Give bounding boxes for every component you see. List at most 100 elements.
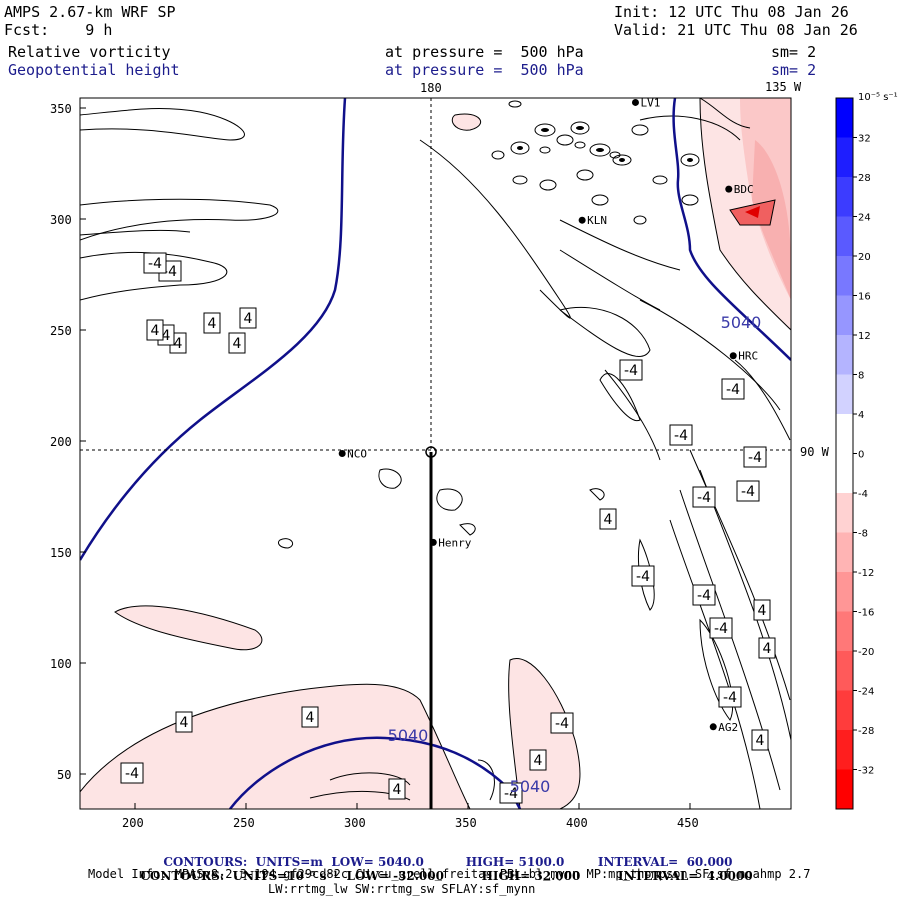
svg-text:4: 4 — [208, 316, 217, 332]
colorbar-segment — [836, 730, 853, 770]
station-label-kln: KLN — [587, 214, 607, 227]
colorbar-segment — [836, 414, 853, 454]
forecast-hour: Fcst: 9 h — [4, 21, 113, 39]
svg-text:-4: -4 — [555, 716, 569, 732]
svg-text:4: 4 — [174, 336, 183, 352]
colorbar-label: 24 — [858, 213, 871, 224]
colorbar-label: -16 — [858, 608, 874, 619]
colorbar-segment — [836, 137, 853, 178]
negative-vorticity-area — [80, 683, 471, 809]
svg-text:-4: -4 — [741, 484, 755, 500]
vorticity-contour-label: -4 — [669, 424, 693, 446]
contours-vorticity-info: CONTOURS: UNITS=10⁻⁵ s⁻¹ LOW= -32.000 HI… — [140, 869, 753, 883]
colorbar-segment — [836, 256, 853, 296]
colorbar-segment — [836, 493, 853, 533]
svg-text:-4: -4 — [504, 786, 518, 802]
colorbar-segment — [836, 335, 853, 375]
field2-name: Geopotential height — [8, 61, 180, 79]
plot-frame — [79, 97, 792, 810]
colorbar-segment — [836, 690, 853, 731]
svg-text:4: 4 — [180, 715, 189, 731]
model-info: Model Info: MPASv8.2.3-194-gf29cd82c CU:… — [88, 867, 811, 881]
station-label-henry: Henry — [438, 536, 471, 549]
y-tick-label: 200 — [50, 435, 72, 449]
vorticity-contour-label: -4 — [743, 446, 767, 468]
height-contour-label: 5040 — [510, 777, 551, 796]
svg-text:4: 4 — [763, 641, 772, 657]
colorbar-unit: 10⁻⁵ s⁻¹ — [858, 92, 898, 103]
colorbar-label: 8 — [858, 371, 864, 382]
colorbar-label: -8 — [858, 529, 868, 540]
init-time: Init: 12 UTC Thu 08 Jan 26 — [614, 3, 849, 21]
axis-ticks — [80, 107, 691, 809]
vorticity-contour-label: 4 — [751, 729, 769, 751]
colorbar-segment — [836, 98, 853, 138]
lon-90w-label: 90 W — [800, 445, 829, 459]
svg-text:4: 4 — [306, 710, 315, 726]
colorbar-label: 32 — [858, 134, 871, 145]
vorticity-contour-label: -4 — [143, 252, 167, 274]
contours-height-info: CONTOURS: UNITS=m LOW= 5040.0 HIGH= 5100… — [163, 855, 733, 869]
vorticity-contour-label: 4 — [529, 749, 547, 771]
vorticity-contour-label: 4 — [228, 332, 246, 354]
svg-text:4: 4 — [758, 603, 767, 619]
vorticity-contour-label: 4 — [388, 778, 406, 800]
height-contour-label: 5040 — [721, 313, 762, 332]
vorticity-contour-label: 4 — [753, 599, 771, 621]
colorbar-label: 0 — [858, 450, 864, 461]
vorticity-contour-label: -4 — [158, 260, 182, 282]
lon-135w-label: 135 W — [765, 80, 802, 94]
colorbar-label: -12 — [858, 568, 874, 579]
svg-text:4: 4 — [162, 328, 171, 344]
vorticity-contour-label: -4 — [709, 617, 733, 639]
x-tick-label: 450 — [677, 816, 699, 830]
y-tick-label: 250 — [50, 324, 72, 338]
vorticity-contour-label: -4 — [550, 712, 574, 734]
y-tick-label: 350 — [50, 102, 72, 116]
station-label-hrc: HRC — [738, 350, 758, 363]
colorbar-segment — [836, 374, 853, 415]
lon-180-label: 180 — [420, 81, 442, 95]
vorticity-contour-label: 4 — [758, 637, 776, 659]
vorticity-contour-label: -4 — [120, 762, 144, 784]
colorbar-segment — [836, 651, 853, 691]
colorbar-label: -32 — [858, 766, 874, 777]
station-label-lv1: LV1 — [640, 96, 660, 109]
colorbar-segment — [836, 453, 853, 494]
geopotential-height-contours — [80, 98, 791, 809]
vorticity-contour-label: -4 — [692, 584, 716, 606]
svg-text:-4: -4 — [726, 382, 740, 398]
valid-time: Valid: 21 UTC Thu 08 Jan 26 — [614, 21, 858, 39]
station-marker-hrc — [729, 352, 737, 360]
svg-text:-4: -4 — [723, 690, 737, 706]
vorticity-contour-label: -4 — [619, 359, 643, 381]
station-marker-henry — [429, 538, 437, 546]
field1-name: Relative vorticity — [8, 43, 171, 61]
vorticity-contour-label: 4 — [599, 508, 617, 530]
colorbar-label: -20 — [858, 647, 874, 658]
x-tick-label: 400 — [566, 816, 588, 830]
y-tick-label: 50 — [57, 768, 72, 782]
svg-text:-4: -4 — [674, 428, 688, 444]
colorbar-segment — [836, 611, 853, 652]
y-tick-label: 300 — [50, 213, 72, 227]
colorbar: 32 28 24 20 16 12 8 4 0 -4 -8 -12 -16 -20 -24 -28 -32 — [835, 97, 874, 810]
svg-text:-4: -4 — [624, 363, 638, 379]
model-title: AMPS 2.67-km WRF SP — [4, 3, 176, 21]
station-marker-bdc — [725, 185, 733, 193]
svg-text:4: 4 — [233, 336, 242, 352]
svg-text:4: 4 — [244, 311, 253, 327]
shaded-field — [80, 98, 791, 809]
colorbar-segment — [836, 216, 853, 257]
svg-text:-4: -4 — [163, 264, 177, 280]
vorticity-contour-label: 4 — [175, 711, 193, 733]
svg-text:-4: -4 — [748, 450, 762, 466]
vorticity-contour-label: -4 — [692, 486, 716, 508]
vorticity-contour-label: 4 — [301, 706, 319, 728]
svg-text:-4: -4 — [148, 256, 162, 272]
colorbar-label: -4 — [858, 489, 868, 500]
svg-text:-4: -4 — [125, 766, 139, 782]
x-tick-label: 250 — [233, 816, 255, 830]
station-label-bdc: BDC — [734, 183, 754, 196]
